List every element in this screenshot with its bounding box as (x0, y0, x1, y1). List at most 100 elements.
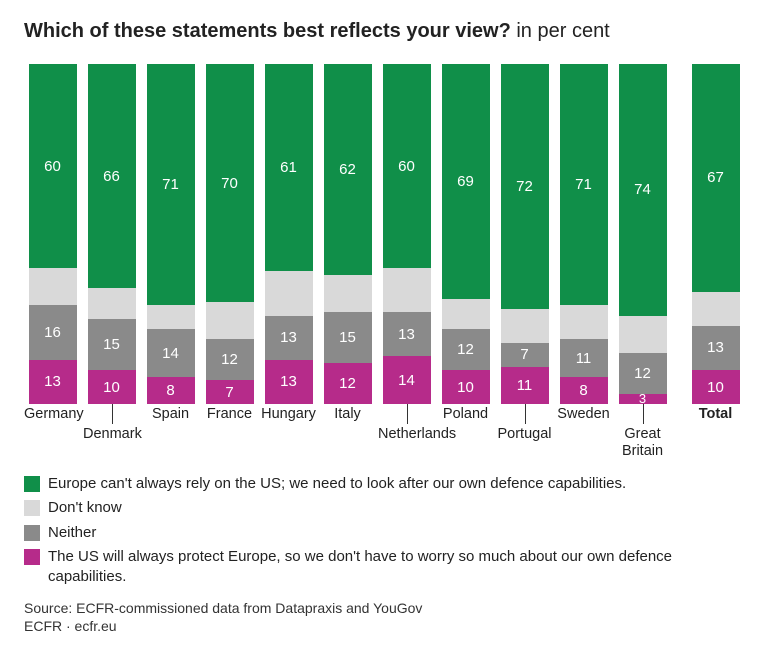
stacked-bar: 71 148 (147, 64, 195, 404)
legend-swatch (24, 476, 40, 492)
legend-item-dont-know: Don't know (24, 498, 744, 518)
chart-area: 601613Germany661510Denmark71148Spain7012… (24, 60, 744, 460)
legend-swatch (24, 525, 40, 541)
segment-neither: 15 (324, 312, 372, 363)
legend-item-neither: Neither (24, 523, 744, 543)
segment-us_protect: 13 (29, 360, 77, 404)
segment-cant_rely: 71 (147, 64, 195, 305)
segment-dont_know (265, 271, 313, 315)
stacked-bar: 62 1512 (324, 64, 372, 404)
segment-cant_rely: 70 (206, 64, 254, 302)
country-column: 60 1613Germany (24, 64, 81, 460)
legend-item-cant-rely: Europe can't always rely on the US; we n… (24, 474, 744, 494)
stacked-bar: 70 127 (206, 64, 254, 404)
legend-label: The US will always protect Europe, so we… (48, 547, 744, 588)
axis-label: Great Britain (614, 404, 671, 460)
segment-neither: 12 (442, 329, 490, 370)
segment-dont_know (147, 305, 195, 329)
segment-cant_rely: 60 (383, 64, 431, 268)
segment-cant_rely: 69 (442, 64, 490, 299)
segment-neither: 7 (501, 343, 549, 367)
segment-neither: 11 (560, 339, 608, 376)
country-column: 66 1510Denmark (83, 64, 140, 460)
chart-title: Which of these statements best reflects … (24, 18, 744, 44)
country-column: 611313Hungary (260, 64, 317, 460)
segment-neither: 14 (147, 329, 195, 377)
segment-us_protect: 11 (501, 367, 549, 404)
segment-neither: 13 (692, 326, 740, 370)
segment-dont_know (560, 305, 608, 339)
country-column: 72 711Portugal (496, 64, 553, 460)
segment-cant_rely: 67 (692, 64, 740, 292)
segment-neither: 13 (383, 312, 431, 356)
segment-neither: 12 (206, 339, 254, 380)
segment-neither: 15 (88, 319, 136, 370)
stacked-bar: 69 1210 (442, 64, 490, 404)
axis-label: Poland (437, 404, 494, 460)
segment-dont_know (692, 292, 740, 326)
segment-us_protect: 10 (692, 370, 740, 404)
segment-us_protect: 10 (88, 370, 136, 404)
legend-swatch (24, 549, 40, 565)
segment-dont_know (324, 275, 372, 312)
legend-item-us-protect: The US will always protect Europe, so we… (24, 547, 744, 588)
axis-label: Italy (319, 404, 376, 460)
segment-us_protect: 12 (324, 363, 372, 404)
axis-label: Germany (24, 404, 81, 460)
segment-cant_rely: 61 (265, 64, 313, 271)
segment-us_protect: 7 (206, 380, 254, 404)
segment-dont_know (88, 288, 136, 319)
stacked-bar: 74 123 (619, 64, 667, 404)
segment-dont_know (29, 268, 77, 305)
country-column: 71 118Sweden (555, 64, 612, 460)
segment-us_protect: 14 (383, 356, 431, 404)
segment-cant_rely: 74 (619, 64, 667, 316)
segment-dont_know (501, 309, 549, 343)
legend-label: Neither (48, 523, 96, 543)
stacked-bar: 66 1510 (88, 64, 136, 404)
stacked-bar: 60 1613 (29, 64, 77, 404)
source-line: Source: ECFR-commissioned data from Data… (24, 599, 744, 617)
segment-cant_rely: 71 (560, 64, 608, 305)
segment-neither: 16 (29, 305, 77, 359)
segment-cant_rely: 60 (29, 64, 77, 268)
country-column: 69 1210Poland (437, 64, 494, 460)
country-column: 70 127France (201, 64, 258, 460)
country-column: 60 1314Netherlands (378, 64, 435, 460)
legend-swatch (24, 500, 40, 516)
segment-cant_rely: 62 (324, 64, 372, 275)
total-column: 671310Total (687, 64, 744, 460)
axis-label: Hungary (260, 404, 317, 460)
segment-dont_know (442, 299, 490, 330)
axis-label: Portugal (496, 404, 553, 460)
legend-label: Europe can't always rely on the US; we n… (48, 474, 626, 494)
axis-label: Netherlands (378, 404, 435, 460)
axis-label: Sweden (555, 404, 612, 460)
stacked-bar: 67 1310 (692, 64, 740, 404)
segment-dont_know (383, 268, 431, 312)
segment-us_protect: 3 (619, 394, 667, 404)
stacked-bar: 71 118 (560, 64, 608, 404)
segment-neither: 12 (619, 353, 667, 394)
legend-label: Don't know (48, 498, 122, 518)
segment-us_protect: 13 (265, 360, 313, 404)
stacked-bar: 60 1314 (383, 64, 431, 404)
stacked-bar: 61 1313 (265, 64, 313, 404)
segment-us_protect: 8 (560, 377, 608, 404)
axis-label: Denmark (83, 404, 140, 460)
axis-label: France (201, 404, 258, 460)
legend: Europe can't always rely on the US; we n… (24, 474, 744, 587)
country-column: 71 148Spain (142, 64, 199, 460)
segment-cant_rely: 66 (88, 64, 136, 288)
axis-label: Spain (142, 404, 199, 460)
title-light: in per cent (511, 20, 610, 42)
stacked-bar: 72 711 (501, 64, 549, 404)
segment-us_protect: 8 (147, 377, 195, 404)
title-bold: Which of these statements best reflects … (24, 20, 511, 42)
country-column: 62 1512Italy (319, 64, 376, 460)
segment-dont_know (619, 316, 667, 353)
segment-neither: 13 (265, 316, 313, 360)
segment-us_protect: 10 (442, 370, 490, 404)
segment-cant_rely: 72 (501, 64, 549, 309)
source-attribution: ECFR · ecfr.eu (24, 617, 744, 635)
